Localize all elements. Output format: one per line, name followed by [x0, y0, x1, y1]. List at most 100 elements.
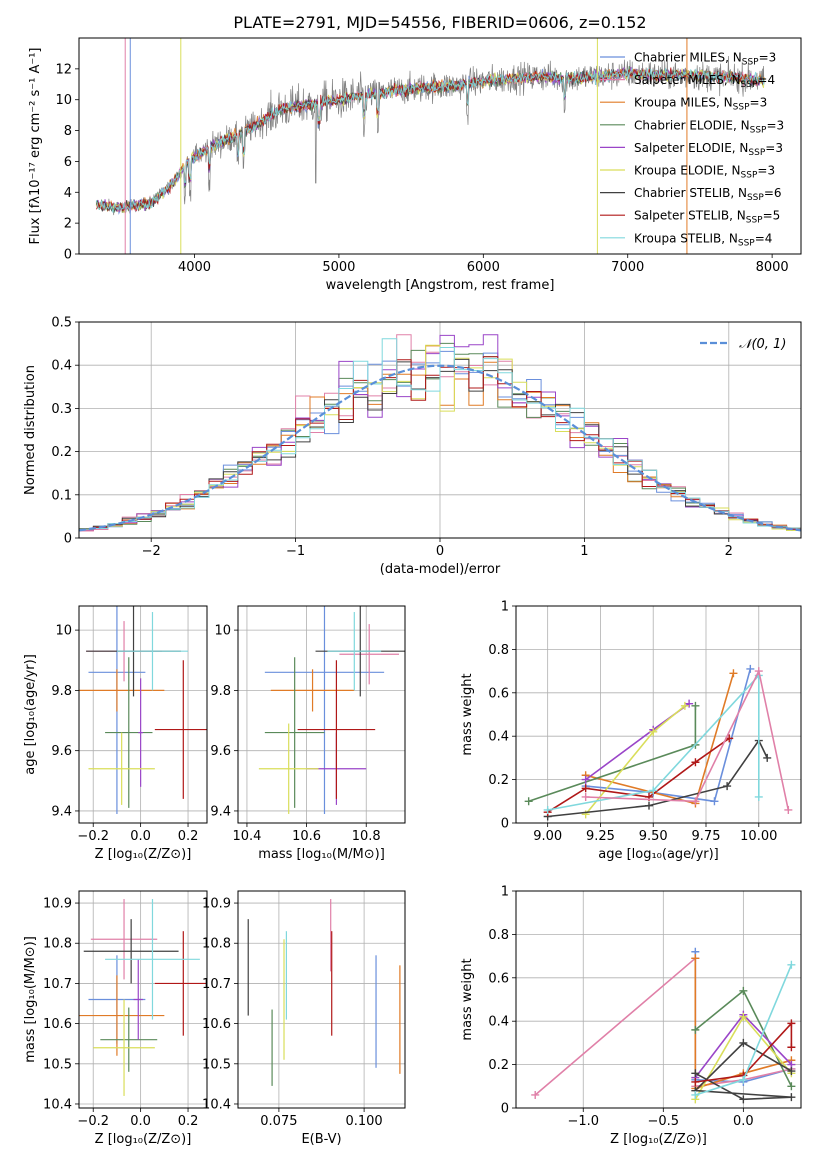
y-tick-label: 10.9 [43, 897, 72, 912]
legend-entry: Kroupa ELODIE, NSSP=3 [634, 164, 775, 181]
x-axis-label: mass [log₁₀(M/M⊙)] [258, 847, 385, 862]
weight-point-pink [784, 805, 793, 814]
age-vs-mass-frame [237, 605, 406, 824]
legend-subscript: SSP [738, 238, 755, 248]
legend-tail: =6 [764, 186, 782, 200]
weight-point-blue [710, 797, 719, 806]
weight-point-orange [691, 954, 700, 963]
x-tick-label: 0.0 [130, 829, 151, 844]
y-tick-label: 4 [64, 186, 72, 201]
weight-point-black [739, 1038, 748, 1047]
x-tick-label: 9.75 [692, 829, 721, 844]
mass-vs-Z-frame [78, 890, 208, 1109]
y-tick-label: 10.9 [202, 897, 231, 912]
weight-line-orange [694, 958, 792, 1090]
weight-point-black [723, 782, 732, 791]
legend-subscript: SSP [733, 103, 750, 113]
y-tick-label: 10 [55, 93, 72, 108]
legend-entry: Chabrier MILES, NSSP=3 [634, 51, 776, 68]
y-tick-label: 0.2 [488, 1058, 509, 1073]
y-tick-label: 0.1 [51, 488, 72, 503]
age-vs-Z-errorbars [79, 606, 207, 814]
histogram-steps [79, 334, 801, 538]
x-tick-label: 0.2 [178, 1114, 199, 1129]
weight-point-black [787, 1067, 796, 1076]
legend-entry: Salpeter STELIB, NSSP=5 [634, 209, 780, 226]
spectrum-frame [78, 37, 802, 255]
normal-curve [79, 364, 801, 532]
weight-point-purple [581, 775, 590, 784]
x-tick-label: 10.6 [292, 829, 321, 844]
histogram-cyan [79, 338, 801, 538]
x-tick-label: 9.50 [639, 829, 668, 844]
x-tick-label: 1 [580, 544, 588, 559]
legend-normal-label: 𝒩(0, 1) [739, 337, 786, 352]
mass-vs-EBV-axes: 0.075 0.100 10.4 10.5 10.6 10.7 10.8 10.9 E(B-V) [202, 891, 405, 1147]
x-tick-label: −1 [286, 544, 305, 559]
y-tick-label: 10 [55, 624, 72, 639]
x-tick-label: 8000 [756, 260, 789, 275]
legend-entry: Chabrier ELODIE, NSSP=3 [634, 118, 784, 135]
weight-point-blue [746, 664, 755, 673]
legend-subscript: SSP [750, 125, 767, 135]
x-axis-label: (data-model)/error [380, 562, 501, 577]
weight-point-red [787, 1019, 796, 1028]
legend-subscript: SSP [741, 171, 758, 181]
y-tick-label: 9.6 [51, 744, 72, 759]
age-vs-mass-axes: 10.4 10.6 10.8 9.4 9.6 9.8 10 mass [log₁₀(M/M⊙)… [210, 606, 405, 862]
weight-point-pink [691, 797, 700, 806]
legend-subscript: SSP [742, 58, 759, 68]
weight-vs-age-lines [524, 664, 793, 821]
x-tick-label: 9.00 [533, 829, 562, 844]
weight-point-black [763, 753, 772, 762]
y-tick-label: 0 [64, 248, 72, 263]
x-tick-label: 7000 [611, 260, 644, 275]
weight-line-cyan [547, 673, 760, 811]
y-tick-label: 9.6 [210, 744, 231, 759]
weight-point-cyan [691, 1090, 700, 1099]
weight-point-cyan [649, 786, 658, 795]
y-tick-label: 10.5 [202, 1057, 231, 1072]
x-tick-label: 0.100 [345, 1114, 382, 1129]
age-vs-Z-frame [78, 605, 208, 824]
weight-point-red [691, 758, 700, 767]
y-tick-label: 0 [501, 1102, 509, 1117]
legend-label: Kroupa STELIB, N [634, 231, 738, 245]
weight-vs-age-frame [515, 605, 802, 824]
weight-point-red [787, 1043, 796, 1052]
weight-point-green [691, 701, 700, 710]
x-tick-label: −1.0 [567, 1114, 599, 1129]
x-axis-label: E(B-V) [301, 1132, 341, 1147]
legend-tail: =3 [750, 96, 768, 110]
weight-point-yellow [649, 727, 658, 736]
weight-point-black [691, 1069, 700, 1078]
legend-tail: =3 [757, 164, 775, 178]
spectrum-axes: 4000 5000 6000 7000 8000 0 2 4 6 8 10 12 wavelength … [28, 48, 789, 294]
mass-vs-Z-errorbars [79, 899, 207, 1096]
legend-subscript: SSP [741, 80, 758, 90]
y-tick-label: 6 [64, 155, 72, 170]
weight-line-red [695, 1021, 793, 1083]
weight-point-pink [754, 667, 763, 676]
weight-point-cyan [754, 792, 763, 801]
y-tick-label: 9.8 [51, 684, 72, 699]
y-tick-label: 10.5 [43, 1057, 72, 1072]
y-axis-label: mass [log₁₀(M/M⊙)] [23, 936, 38, 1063]
x-axis-label: Z [log₁₀(Z/Z⊙)] [95, 1132, 192, 1147]
x-tick-label: 4000 [178, 260, 211, 275]
legend-label: Salpeter STELIB, N [634, 209, 746, 223]
legend-label: Salpeter ELODIE, N [634, 141, 748, 155]
x-tick-label: 6000 [467, 260, 500, 275]
weight-point-purple [685, 699, 694, 708]
legend-label: Kroupa MILES, N [634, 96, 733, 110]
y-axis-label: Normed distribution [23, 365, 38, 495]
y-tick-label: 10.6 [202, 1017, 231, 1032]
y-tick-label: 10.7 [43, 977, 72, 992]
y-tick-label: 10.8 [43, 937, 72, 952]
legend-tail: =3 [759, 51, 777, 65]
y-tick-label: 10.7 [202, 977, 231, 992]
weight-line-green [528, 705, 697, 803]
x-tick-label: −0.2 [77, 829, 109, 844]
y-tick-label: 0.8 [488, 643, 509, 658]
weight-point-pink [531, 1090, 540, 1099]
